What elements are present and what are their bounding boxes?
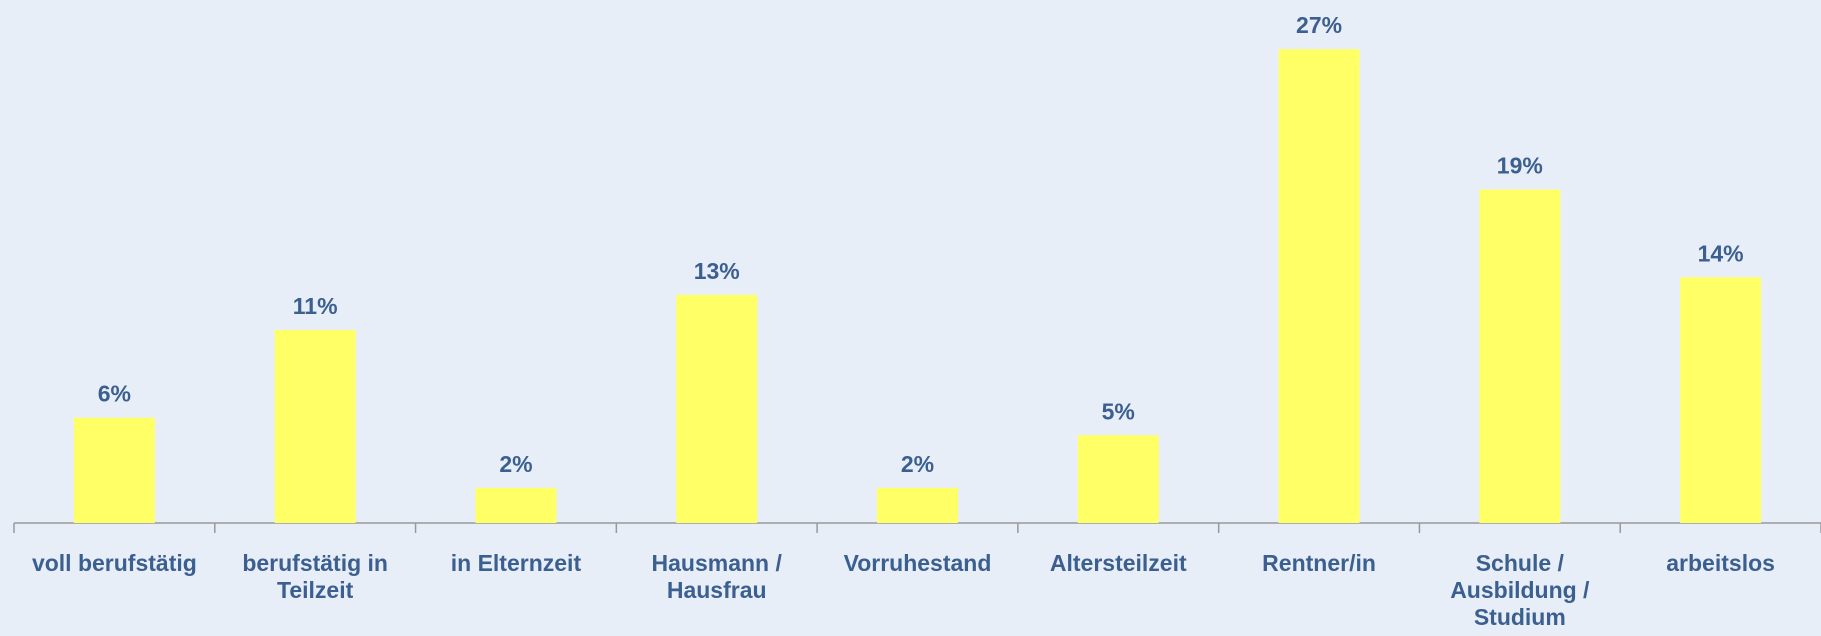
value-label: 14% xyxy=(1698,240,1744,266)
x-tick-label: Vorruhestand xyxy=(843,550,992,576)
x-tick-label: berufstätig in Teilzeit xyxy=(242,550,388,603)
value-label: 19% xyxy=(1497,153,1543,179)
x-tick-label: voll berufstätig xyxy=(31,550,197,576)
value-label: 2% xyxy=(499,451,532,477)
x-tick-label: Hausmann / Hausfrau xyxy=(651,550,782,603)
bar xyxy=(1077,435,1159,523)
bar xyxy=(877,487,958,523)
bar xyxy=(1479,189,1561,524)
x-tick-label: Rentner/in xyxy=(1262,550,1376,576)
bar xyxy=(1680,277,1762,523)
value-label: 6% xyxy=(98,381,131,407)
value-label: 5% xyxy=(1102,398,1135,424)
value-label: 2% xyxy=(901,451,934,477)
bar xyxy=(475,487,557,523)
bar xyxy=(1278,49,1360,524)
value-label: 11% xyxy=(293,293,338,319)
bar xyxy=(676,294,758,523)
bar xyxy=(73,417,155,523)
x-tick-label: arbeitslos xyxy=(1666,550,1775,576)
bar xyxy=(274,329,356,523)
x-tick-label: Schule / Ausbildung / Studium xyxy=(1450,550,1590,630)
value-label: 13% xyxy=(694,258,740,284)
x-tick-label: Altersteilzeit xyxy=(1049,550,1187,576)
value-label: 27% xyxy=(1296,12,1342,38)
x-tick-label: in Elternzeit xyxy=(450,550,582,576)
